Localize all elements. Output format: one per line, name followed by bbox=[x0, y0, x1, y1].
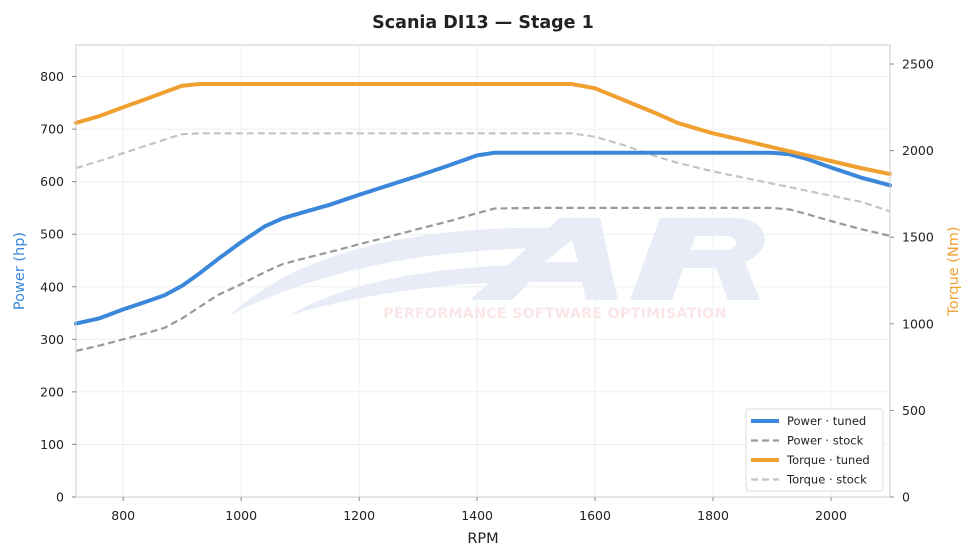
y-left-tick-label: 0 bbox=[56, 490, 64, 505]
x-tick-label: 1200 bbox=[343, 508, 375, 523]
series-line-torque-stock bbox=[75, 132, 891, 213]
legend: Power · tuned Power · stock Torque · tuned… bbox=[745, 408, 884, 492]
legend-box bbox=[745, 408, 884, 492]
legend-label: Torque · stock bbox=[786, 473, 867, 487]
y-left-tick-label: 700 bbox=[40, 122, 64, 137]
x-axis-label: RPM bbox=[467, 531, 498, 547]
series-lines bbox=[74, 82, 892, 352]
chart-title: Scania DI13 — Stage 1 bbox=[372, 13, 594, 33]
series-line-torque-tuned bbox=[74, 82, 892, 176]
legend-label: Torque · tuned bbox=[786, 453, 870, 467]
y-axis-left-label: Power (hp) bbox=[12, 232, 28, 310]
y-axis-right-label: Torque (Nm) bbox=[946, 226, 962, 316]
legend-label: Power · tuned bbox=[787, 414, 866, 428]
y-right-tick-label: 0 bbox=[902, 490, 910, 505]
y-right-tick-label: 2500 bbox=[902, 57, 934, 72]
series-line-power-tuned bbox=[74, 150, 892, 326]
x-tick-label: 1400 bbox=[461, 508, 493, 523]
legend-label: Power · stock bbox=[787, 434, 864, 448]
watermark-swoosh bbox=[230, 227, 560, 315]
x-tick-label: 800 bbox=[111, 508, 135, 523]
y-left-tick-label: 100 bbox=[40, 437, 64, 452]
plot-frame bbox=[75, 44, 891, 498]
watermark-logo: PERFORMANCE SOFTWARE OPTIMISATION bbox=[230, 218, 765, 322]
y-right-tick-label: 1500 bbox=[902, 230, 934, 245]
y-axis-left: 0 100 200 300 400 500 600 700 800 bbox=[40, 69, 76, 505]
x-tick-label: 2000 bbox=[815, 508, 847, 523]
y-left-tick-label: 600 bbox=[40, 174, 64, 189]
x-tick-label: 1000 bbox=[225, 508, 257, 523]
y-axis-right: 0 500 1000 1500 2000 2500 bbox=[890, 57, 934, 505]
y-left-tick-label: 400 bbox=[40, 279, 64, 294]
y-left-tick-label: 500 bbox=[40, 227, 64, 242]
y-right-tick-label: 2000 bbox=[902, 143, 934, 158]
y-left-tick-label: 800 bbox=[40, 69, 64, 84]
x-tick-label: 1800 bbox=[697, 508, 729, 523]
y-right-tick-label: 1000 bbox=[902, 316, 934, 331]
y-left-tick-label: 200 bbox=[40, 384, 64, 399]
watermark-letter-a bbox=[470, 218, 618, 300]
x-axis: 800 1000 1200 1400 1600 1800 2000 bbox=[111, 497, 847, 523]
watermark-letter-r bbox=[630, 218, 765, 300]
series-line-power-stock bbox=[75, 206, 891, 352]
watermark-text: PERFORMANCE SOFTWARE OPTIMISATION bbox=[383, 306, 726, 322]
watermark-swoosh-lower bbox=[290, 265, 520, 315]
x-tick-label: 1600 bbox=[579, 508, 611, 523]
y-left-tick-label: 300 bbox=[40, 332, 64, 347]
y-right-tick-label: 500 bbox=[902, 403, 926, 418]
